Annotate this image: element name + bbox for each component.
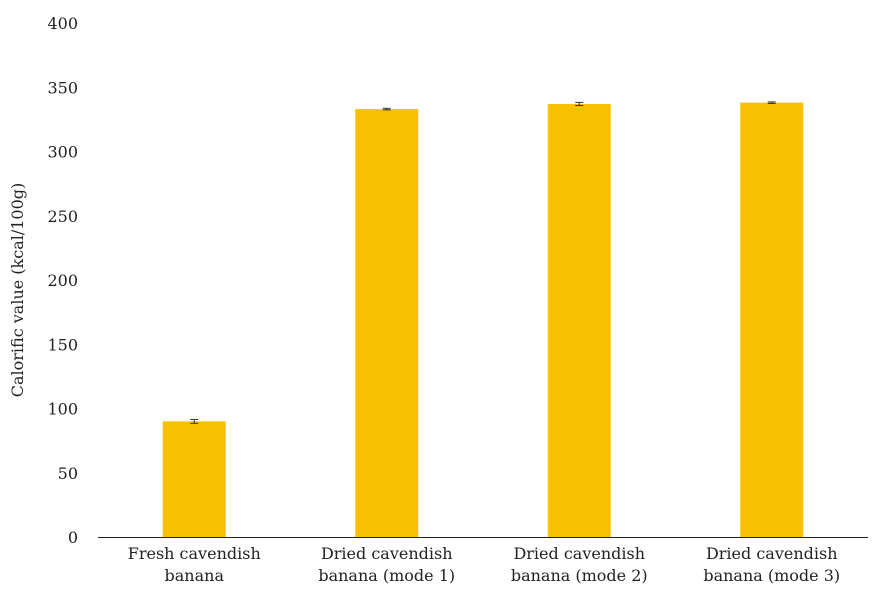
- x-tick-label: Dried cavendish: [706, 544, 838, 563]
- y-axis-ticks: 0 50 100 150 200 250 300 350 400: [47, 14, 78, 547]
- x-tick-label: banana (mode 2): [511, 566, 648, 585]
- y-tick-label: 300: [47, 143, 78, 162]
- bar: [740, 102, 804, 538]
- y-tick-label: 150: [47, 335, 78, 354]
- bar: [547, 103, 611, 537]
- y-tick-label: 350: [47, 78, 78, 97]
- x-tick-label: banana (mode 3): [703, 566, 840, 585]
- x-tick-label: Fresh cavendish: [128, 544, 261, 563]
- bars: [162, 102, 804, 538]
- y-axis-label-group: Calorific value (kcal/100g): [8, 183, 27, 398]
- y-tick-label: 100: [47, 400, 78, 419]
- y-tick-label: 50: [58, 464, 78, 483]
- y-tick-label: 200: [47, 271, 78, 290]
- x-tick-label: Dried cavendish: [513, 544, 645, 563]
- error-bars: [190, 101, 776, 424]
- x-tick-label: banana: [165, 566, 225, 585]
- y-tick-label: 400: [47, 14, 78, 33]
- y-axis-label: Calorific value (kcal/100g): [8, 183, 27, 398]
- x-tick-label: banana (mode 1): [318, 566, 455, 585]
- bar: [162, 421, 226, 537]
- y-tick-label: 250: [47, 207, 78, 226]
- x-axis-tick-labels: Fresh cavendish banana Dried cavendish bana…: [128, 544, 840, 585]
- y-tick-label: 0: [68, 528, 78, 547]
- bar: [355, 109, 419, 537]
- x-tick-label: Dried cavendish: [321, 544, 453, 563]
